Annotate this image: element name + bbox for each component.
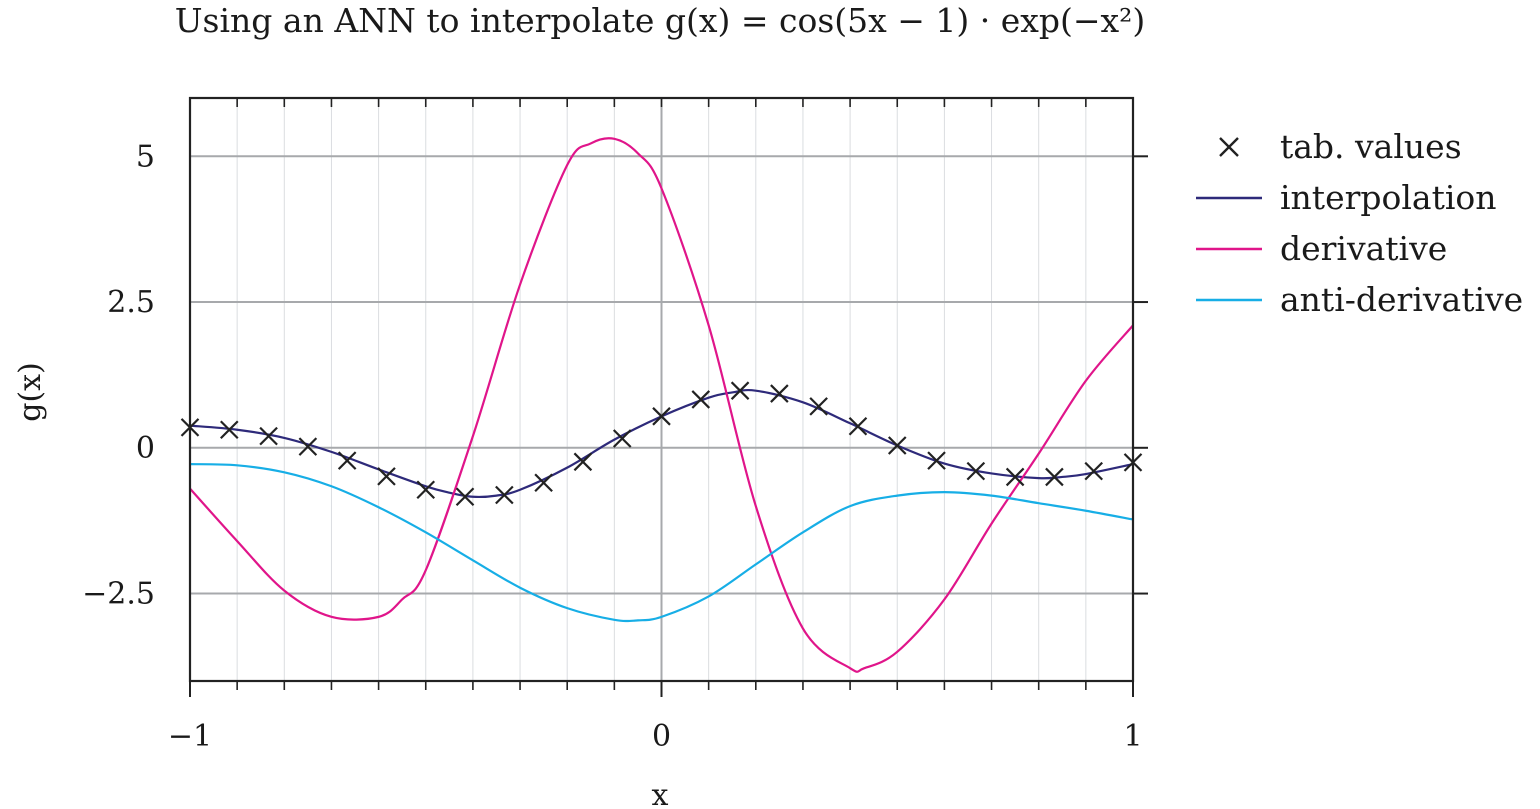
data-point-marker — [927, 451, 946, 470]
marker-stroke — [691, 390, 711, 409]
axes — [189, 98, 1148, 697]
data-point-marker — [612, 429, 632, 448]
grid — [190, 98, 1133, 681]
data-point-marker — [1005, 467, 1025, 487]
marker-stroke — [573, 452, 593, 472]
marker-stroke — [416, 480, 436, 500]
marker-stroke — [887, 436, 907, 455]
marker-stroke — [1005, 467, 1025, 487]
data-point-marker — [770, 384, 789, 403]
y-tick-label: 0 — [136, 431, 155, 466]
data-point-marker — [573, 452, 593, 472]
legend-marker — [1219, 137, 1239, 157]
marker-stroke — [1045, 467, 1064, 487]
data-point-marker — [848, 416, 868, 436]
series — [180, 137, 1143, 673]
data-point-marker — [691, 390, 711, 409]
data-point-marker — [455, 487, 475, 507]
chart-title: Using an ANN to interpolate g(x) = cos(5… — [175, 1, 1146, 40]
marker-stroke — [337, 451, 357, 470]
marker-stroke — [966, 461, 986, 481]
data-point-marker — [534, 473, 553, 493]
marker-stroke — [927, 451, 946, 470]
plot-frame — [188, 96, 1135, 683]
marker-stroke — [495, 485, 514, 505]
data-point-marker — [1084, 461, 1104, 481]
series-line-anti-derivative — [189, 463, 1134, 623]
data-point-marker — [298, 437, 318, 456]
marker-stroke — [534, 473, 553, 493]
data-point-marker — [730, 381, 750, 400]
data-point-marker — [887, 436, 907, 455]
y-tick-label: 5 — [136, 139, 155, 174]
legend-item: interpolation — [1196, 178, 1497, 217]
data-point-marker — [652, 407, 671, 426]
series-line-derivative — [189, 137, 1134, 673]
x-tick-label: 1 — [1123, 719, 1142, 754]
legend-label: anti-derivative — [1280, 280, 1523, 319]
marker-stroke — [848, 416, 868, 436]
legend-label: tab. values — [1280, 127, 1462, 166]
data-point-marker — [377, 467, 396, 486]
marker-stroke — [1084, 461, 1104, 481]
marker-stroke — [652, 407, 671, 426]
marker-stroke — [455, 487, 475, 507]
marker-stroke — [809, 397, 828, 416]
series-markers-tab-values — [180, 381, 1143, 507]
legend: tab. values interpolation derivative anti-d… — [1196, 127, 1523, 319]
marker-stroke — [770, 384, 789, 403]
legend-item: anti-derivative — [1196, 280, 1523, 319]
x-tick-label: 0 — [652, 719, 671, 754]
data-point-marker — [1045, 467, 1064, 487]
marker-stroke — [612, 429, 632, 448]
y-tick-label: −2.5 — [82, 577, 155, 612]
y-tick-label: 2.5 — [107, 285, 155, 320]
data-point-marker — [495, 485, 514, 505]
x-axis-label: x — [652, 778, 669, 809]
data-point-marker — [259, 426, 278, 446]
marker-stroke — [219, 420, 239, 440]
data-point-marker — [416, 480, 436, 500]
tick-labels: −1 0 1 5 2.5 0 −2.5 — [82, 139, 1142, 754]
x-tick-label: −1 — [168, 719, 212, 754]
legend-label: derivative — [1280, 229, 1447, 268]
marker-stroke — [377, 467, 396, 486]
legend-item: derivative — [1196, 229, 1447, 268]
data-point-marker — [966, 461, 986, 481]
data-point-marker — [337, 451, 357, 470]
legend-item: tab. values — [1219, 127, 1462, 166]
legend-label: interpolation — [1280, 178, 1497, 217]
marker-stroke — [730, 381, 750, 400]
data-point-marker — [219, 420, 239, 440]
marker-stroke — [298, 437, 318, 456]
marker-stroke — [259, 426, 278, 446]
y-axis-label: g(x) — [13, 362, 48, 422]
data-point-marker — [809, 397, 828, 416]
